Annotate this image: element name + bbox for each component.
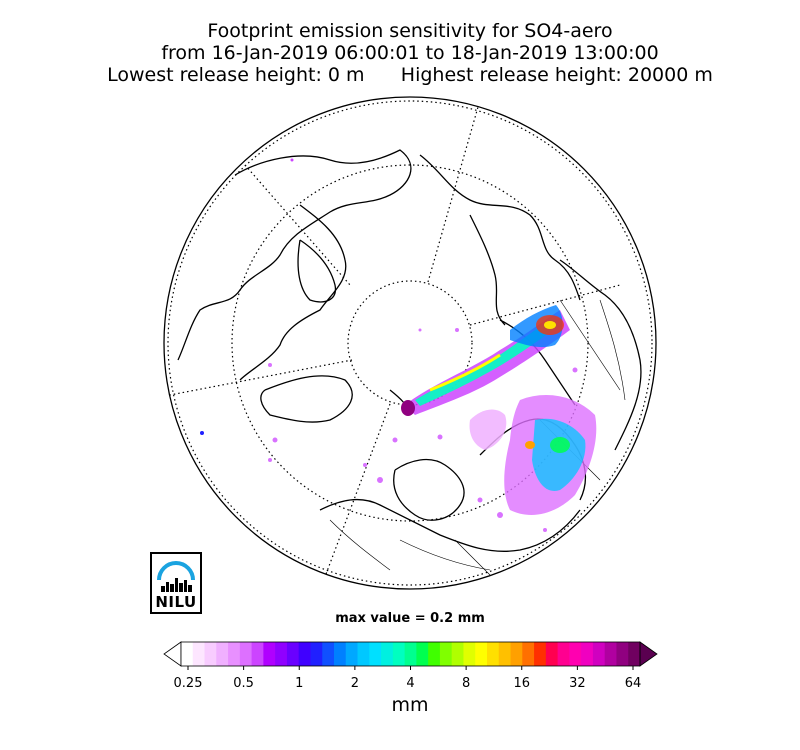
logo-text: NILU [155, 593, 197, 611]
colorbar-tick-label: 8 [461, 676, 471, 691]
colorbar-unit-label: mm [391, 694, 429, 716]
colorbar-tick-label: 32 [569, 676, 586, 691]
title-line-3: Lowest release height: 0 m Highest relea… [107, 64, 713, 86]
colorbar-tick-label: 0.5 [233, 676, 254, 691]
latitude-circle-inner [347, 280, 473, 406]
colorbar-tick-label: 16 [513, 676, 531, 691]
colorbar-tick-label: 1 [295, 676, 304, 691]
nilu-logo: NILU [150, 552, 202, 614]
logo-emblem [157, 561, 195, 592]
latitude-circle-edge [167, 100, 653, 586]
footprint-plume [200, 158, 597, 532]
map-boundary [163, 96, 657, 590]
colorbar-tick-label: 4 [406, 676, 415, 691]
title-line-1: Footprint emission sensitivity for SO4-a… [207, 20, 613, 42]
max-value-label: max value = 0.2 mm [335, 611, 485, 626]
colorbar-tick-label: 64 [624, 676, 642, 691]
meridians [169, 99, 621, 589]
colorbar-tick-label: 2 [350, 676, 360, 691]
colorbar-tick-label: 0.25 [173, 676, 203, 691]
title-line-2: from 16-Jan-2019 06:00:01 to 18-Jan-2019… [161, 42, 659, 64]
map-content [167, 99, 653, 589]
